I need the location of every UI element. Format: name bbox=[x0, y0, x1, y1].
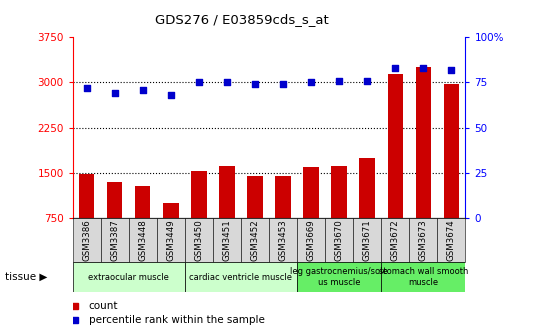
Bar bbox=[219, 166, 235, 218]
Text: GSM3453: GSM3453 bbox=[279, 219, 287, 261]
Text: count: count bbox=[89, 301, 118, 311]
Point bbox=[363, 78, 371, 83]
Point bbox=[110, 90, 119, 96]
Bar bbox=[444, 84, 459, 218]
Bar bbox=[191, 171, 207, 218]
Text: GSM3452: GSM3452 bbox=[251, 219, 259, 261]
Bar bbox=[73, 218, 101, 262]
Point bbox=[391, 65, 400, 71]
Text: GSM3451: GSM3451 bbox=[222, 219, 231, 261]
Bar bbox=[79, 174, 94, 218]
Bar bbox=[297, 262, 381, 292]
Text: extraocular muscle: extraocular muscle bbox=[88, 273, 169, 282]
Point bbox=[223, 80, 231, 85]
Bar bbox=[275, 176, 291, 218]
Point bbox=[335, 78, 343, 83]
Text: leg gastrocnemius/sole
us muscle: leg gastrocnemius/sole us muscle bbox=[291, 267, 388, 287]
Bar bbox=[185, 218, 213, 262]
Point bbox=[195, 80, 203, 85]
Bar bbox=[387, 75, 403, 218]
Bar bbox=[353, 218, 381, 262]
Point bbox=[138, 87, 147, 92]
Bar bbox=[415, 67, 431, 218]
Text: GSM3672: GSM3672 bbox=[391, 219, 400, 261]
Bar bbox=[107, 182, 123, 218]
Point bbox=[419, 65, 428, 71]
Bar bbox=[73, 262, 185, 292]
Bar bbox=[269, 218, 297, 262]
Bar bbox=[409, 218, 437, 262]
Bar bbox=[359, 158, 375, 218]
Bar bbox=[241, 218, 269, 262]
Point bbox=[279, 81, 287, 87]
Point bbox=[167, 92, 175, 98]
Text: GDS276 / E03859cds_s_at: GDS276 / E03859cds_s_at bbox=[155, 13, 329, 27]
Bar bbox=[157, 218, 185, 262]
Bar bbox=[297, 218, 325, 262]
Text: GSM3448: GSM3448 bbox=[138, 219, 147, 261]
Text: stomach wall smooth
muscle: stomach wall smooth muscle bbox=[379, 267, 468, 287]
Text: GSM3670: GSM3670 bbox=[335, 219, 344, 261]
Text: tissue ▶: tissue ▶ bbox=[5, 272, 48, 282]
Point bbox=[307, 80, 315, 85]
Text: GSM3449: GSM3449 bbox=[166, 219, 175, 261]
Text: GSM3671: GSM3671 bbox=[363, 219, 372, 261]
Text: GSM3386: GSM3386 bbox=[82, 219, 91, 261]
Bar bbox=[331, 166, 347, 218]
Bar bbox=[163, 203, 179, 218]
Text: GSM3674: GSM3674 bbox=[447, 219, 456, 261]
Bar bbox=[437, 218, 465, 262]
Text: GSM3673: GSM3673 bbox=[419, 219, 428, 261]
Bar bbox=[381, 218, 409, 262]
Bar bbox=[213, 218, 241, 262]
Text: GSM3387: GSM3387 bbox=[110, 219, 119, 261]
Point bbox=[251, 81, 259, 87]
Bar bbox=[247, 176, 263, 218]
Bar bbox=[325, 218, 353, 262]
Bar bbox=[381, 262, 465, 292]
Text: GSM3450: GSM3450 bbox=[194, 219, 203, 261]
Text: percentile rank within the sample: percentile rank within the sample bbox=[89, 315, 265, 325]
Bar bbox=[303, 167, 319, 218]
Point bbox=[447, 67, 456, 72]
Text: cardiac ventricle muscle: cardiac ventricle muscle bbox=[189, 273, 293, 282]
Bar bbox=[129, 218, 157, 262]
Point bbox=[82, 85, 91, 90]
Bar bbox=[101, 218, 129, 262]
Bar bbox=[135, 186, 151, 218]
Text: GSM3669: GSM3669 bbox=[307, 219, 316, 261]
Bar bbox=[185, 262, 297, 292]
